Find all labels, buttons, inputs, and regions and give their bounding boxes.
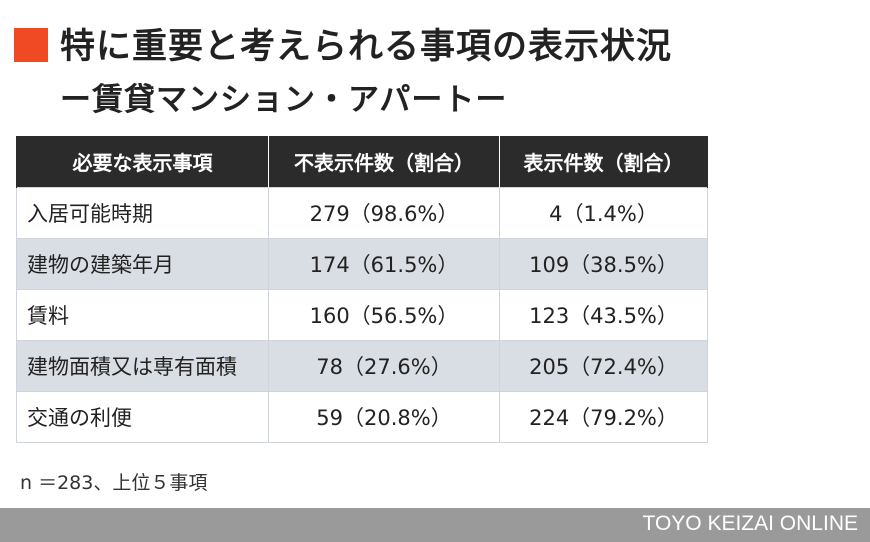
row-item-label: 建物面積又は専有面積	[16, 340, 269, 392]
row-item-label: 賃料	[16, 289, 269, 341]
title-accent-square	[14, 28, 48, 62]
disclosure-table: 必要な表示事項 不表示件数（割合） 表示件数（割合） 入居可能時期 279（98…	[16, 136, 708, 443]
header-required-item: 必要な表示事項	[16, 136, 269, 188]
row-shown-value: 205（72.4%）	[499, 340, 708, 392]
page-subtitle: ー賃貸マンション・アパートー	[60, 82, 508, 118]
row-not-shown-value: 279（98.6%）	[268, 187, 500, 239]
header-shown-count: 表示件数（割合）	[499, 136, 708, 188]
header-not-shown-count: 不表示件数（割合）	[268, 136, 500, 188]
row-item-label: 建物の建築年月	[16, 238, 269, 290]
table-row: 建物の建築年月 174（61.5%） 109（38.5%）	[16, 238, 708, 290]
row-not-shown-value: 174（61.5%）	[268, 238, 500, 290]
row-shown-value: 4（1.4%）	[499, 187, 708, 239]
row-not-shown-value: 160（56.5%）	[268, 289, 500, 341]
table-row: 建物面積又は専有面積 78（27.6%） 205（72.4%）	[16, 340, 708, 392]
row-not-shown-value: 59（20.8%）	[268, 391, 500, 443]
table-row: 交通の利便 59（20.8%） 224（79.2%）	[16, 391, 708, 443]
sample-size-note: n ＝283、上位５事項	[20, 472, 208, 494]
page-title: 特に重要と考えられる事項の表示状況	[60, 27, 673, 67]
footer-bar: TOYO KEIZAI ONLINE	[0, 508, 870, 542]
footer-brand-logo: TOYO KEIZAI ONLINE	[642, 512, 859, 535]
row-shown-value: 224（79.2%）	[499, 391, 708, 443]
table-row: 入居可能時期 279（98.6%） 4（1.4%）	[16, 187, 708, 239]
table-row: 賃料 160（56.5%） 123（43.5%）	[16, 289, 708, 341]
row-not-shown-value: 78（27.6%）	[268, 340, 500, 392]
table-header-row: 必要な表示事項 不表示件数（割合） 表示件数（割合）	[16, 136, 708, 188]
row-shown-value: 123（43.5%）	[499, 289, 708, 341]
row-item-label: 交通の利便	[16, 391, 269, 443]
row-shown-value: 109（38.5%）	[499, 238, 708, 290]
row-item-label: 入居可能時期	[16, 187, 269, 239]
